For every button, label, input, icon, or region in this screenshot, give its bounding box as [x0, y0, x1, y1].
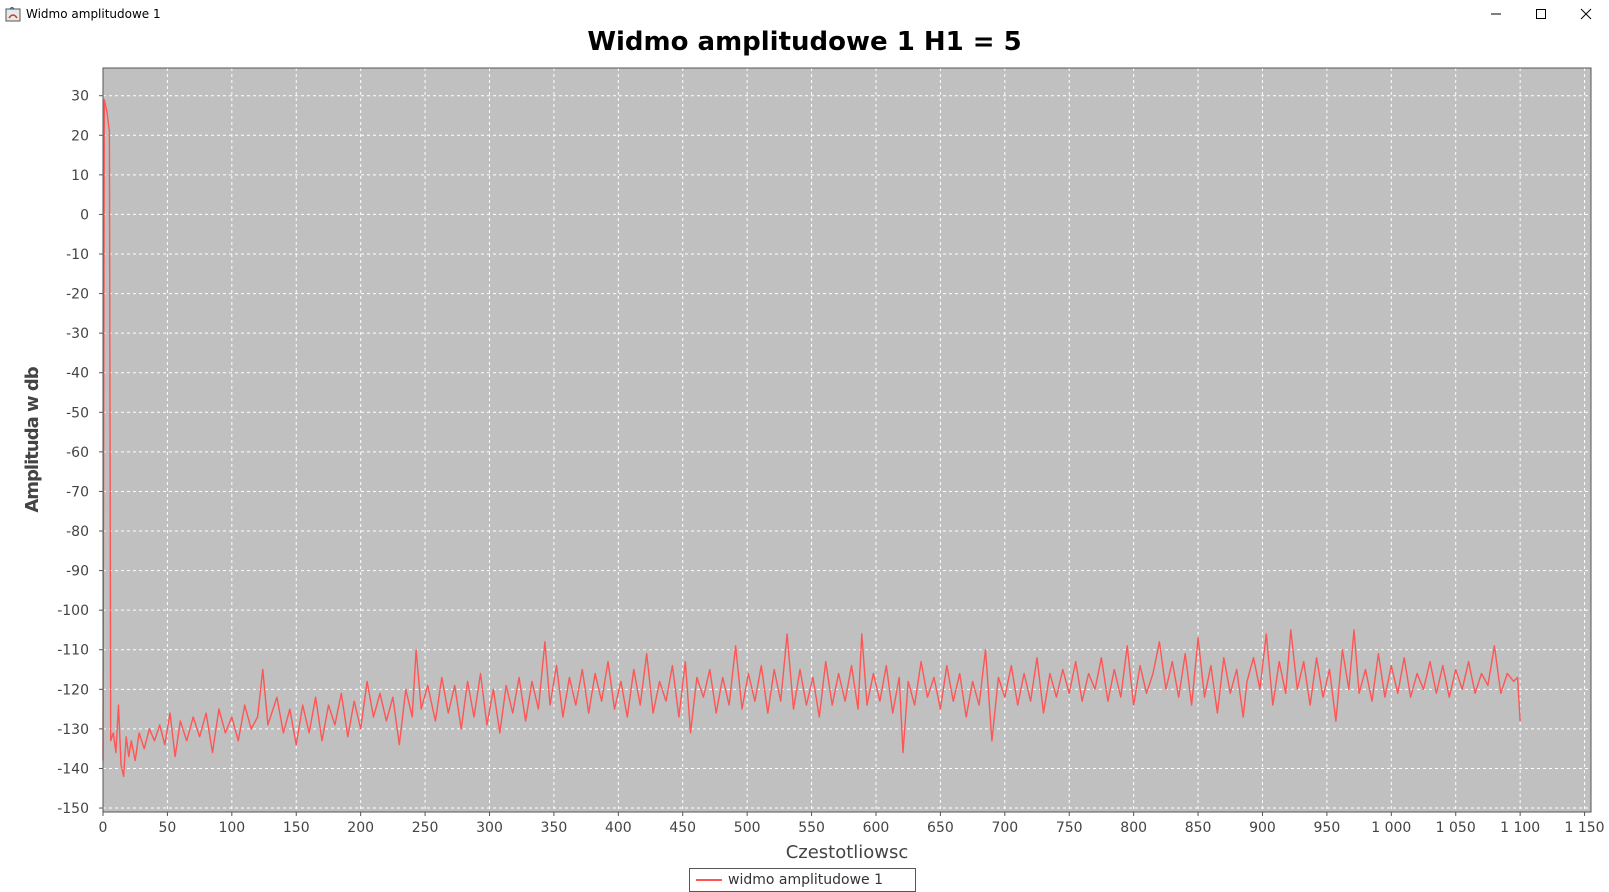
legend-label-widmo-amplitudowe-1: widmo amplitudowe 1 [728, 872, 883, 888]
x-tick-label: 400 [605, 820, 632, 836]
x-tick-label: 850 [1185, 820, 1212, 836]
grid-lines [102, 68, 1591, 812]
y-tick-label: -120 [57, 682, 89, 698]
chart-legend: widmo amplitudowe 1 [689, 868, 916, 892]
legend-swatch-widmo-amplitudowe-1 [696, 879, 722, 881]
x-tick-label: 650 [927, 820, 954, 836]
maximize-icon [1536, 9, 1546, 19]
x-tick-label: 700 [991, 820, 1018, 836]
x-tick-label: 250 [412, 820, 439, 836]
y-tick-label: 20 [71, 128, 89, 144]
x-tick-label: 350 [541, 820, 568, 836]
y-tick-label: -70 [66, 484, 89, 500]
close-icon [1580, 8, 1592, 20]
x-tick-label: 1 100 [1500, 820, 1540, 836]
y-tick-label: -90 [66, 564, 89, 580]
y-tick-label: -100 [57, 603, 89, 619]
x-tick-label: 100 [218, 820, 245, 836]
y-tick-label: -130 [57, 722, 89, 738]
window-titlebar: Widmo amplitudowe 1 [0, 0, 1609, 28]
plot-border [102, 67, 1592, 813]
y-axis-label: Amplituda w db [22, 366, 43, 512]
plot-area [103, 68, 1591, 812]
window-title: Widmo amplitudowe 1 [26, 7, 161, 21]
y-tick-label: -40 [66, 366, 89, 382]
minimize-button[interactable] [1473, 0, 1519, 28]
x-tick-label: 1 000 [1371, 820, 1411, 836]
x-tick-label: 300 [476, 820, 503, 836]
x-tick-label: 0 [99, 820, 108, 836]
x-tick-label: 550 [798, 820, 825, 836]
y-tick-label: -20 [66, 287, 89, 303]
chart-canvas: 3020100-10-20-30-40-50-60-70-80-90-100-1… [22, 67, 1605, 863]
maximize-button[interactable] [1518, 0, 1564, 28]
x-tick-label: 150 [283, 820, 310, 836]
y-tick-label: -30 [66, 326, 89, 342]
x-tick-label: 450 [669, 820, 696, 836]
x-tick-label: 950 [1314, 820, 1341, 836]
x-tick-label: 1 050 [1436, 820, 1476, 836]
x-tick-label: 800 [1120, 820, 1147, 836]
y-axis: 30 20 10 0 -10 -20 -30 -40 -50 -60 -70 -80 -90 -100 -1… [57, 89, 103, 817]
java-app-icon [5, 6, 21, 22]
x-axis-label: Czestotliowsc [786, 842, 909, 863]
close-button[interactable] [1563, 0, 1609, 28]
x-axis: 0 50 100 150 200 250 300 350 400 450 500 550 600 650 7… [99, 812, 1605, 836]
x-tick-label: 50 [159, 820, 177, 836]
y-tick-label: -80 [66, 524, 89, 540]
y-tick-label: -140 [57, 761, 89, 777]
x-tick-label: 600 [863, 820, 890, 836]
y-tick-label: -50 [66, 405, 89, 421]
x-tick-label: 200 [347, 820, 374, 836]
y-tick-label: -10 [66, 247, 89, 263]
series-line-widmo-amplitudowe-1 [102, 99, 1521, 778]
x-tick-label: 1 150 [1565, 820, 1605, 836]
y-tick-label: -110 [57, 643, 89, 659]
y-tick-label: 10 [71, 168, 89, 184]
chart-title: Widmo amplitudowe 1 H1 = 5 [587, 27, 1022, 57]
minimize-icon [1491, 13, 1501, 15]
y-tick-label: 0 [80, 207, 89, 223]
x-tick-label: 500 [734, 820, 761, 836]
y-tick-label: -60 [66, 445, 89, 461]
x-tick-label: 750 [1056, 820, 1083, 836]
y-tick-label: 30 [71, 89, 89, 105]
y-tick-label: -150 [57, 801, 89, 817]
x-tick-label: 900 [1249, 820, 1276, 836]
